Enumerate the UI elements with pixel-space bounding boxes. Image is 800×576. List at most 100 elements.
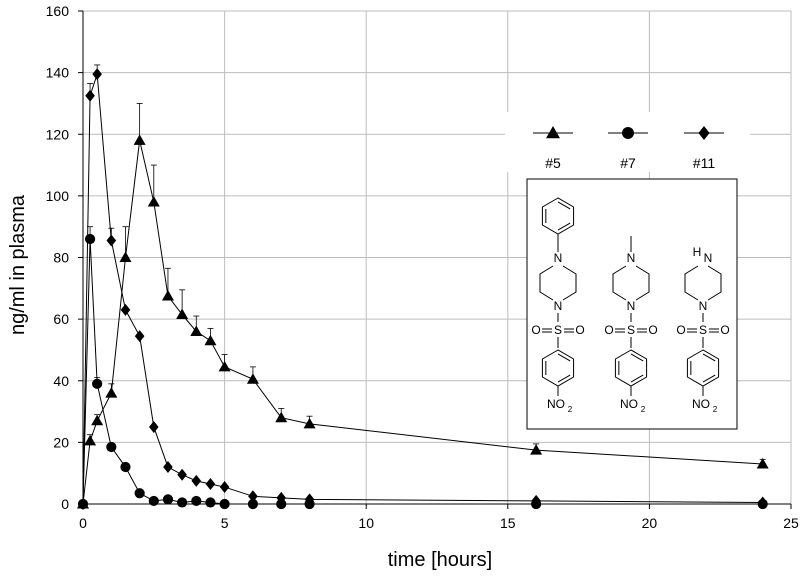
data-point bbox=[92, 68, 102, 81]
nitrogen-label: N bbox=[627, 299, 636, 313]
data-point bbox=[105, 387, 118, 398]
nitro-label: NO bbox=[547, 397, 565, 411]
y-tick-label: 80 bbox=[53, 250, 69, 266]
data-point bbox=[205, 477, 216, 490]
data-point bbox=[106, 441, 117, 453]
data-point bbox=[84, 233, 96, 245]
y-axis-title: ng/ml in plasma bbox=[7, 194, 29, 335]
nitro-subscript: 2 bbox=[713, 405, 718, 414]
data-point bbox=[84, 434, 97, 446]
data-point bbox=[85, 89, 95, 102]
data-point bbox=[106, 234, 117, 247]
piperazine-ring bbox=[707, 265, 722, 301]
x-tick-label: 15 bbox=[500, 515, 516, 531]
nitro-subscript: 2 bbox=[641, 405, 646, 414]
data-point bbox=[191, 474, 202, 487]
series-layer bbox=[77, 64, 769, 510]
data-point bbox=[275, 411, 288, 423]
nitrogen-label: N bbox=[554, 251, 563, 265]
tick-labels: 0 20 40 60 80 100 120 140 160 0 5 10 15 20 25 bbox=[46, 3, 799, 531]
nitrophenyl-ring-double-bond bbox=[630, 374, 644, 383]
data-point bbox=[756, 457, 769, 469]
piperazine-ring bbox=[562, 265, 577, 301]
data-point bbox=[247, 498, 259, 510]
data-point bbox=[161, 290, 174, 301]
sulfur-label: S bbox=[554, 323, 562, 337]
nitrophenyl-ring-double-bond bbox=[557, 374, 571, 383]
nitro-label: NO bbox=[620, 397, 638, 411]
series-diamond bbox=[78, 64, 768, 510]
oxygen-label: O bbox=[648, 323, 657, 337]
x-tick-label: 25 bbox=[783, 515, 799, 531]
y-tick-label: 20 bbox=[53, 434, 69, 450]
data-point bbox=[177, 497, 188, 508]
data-point bbox=[304, 493, 315, 506]
oxygen-label: O bbox=[604, 323, 613, 337]
y-tick-label: 60 bbox=[53, 311, 69, 327]
nitrogen-label: N bbox=[554, 299, 563, 313]
data-point bbox=[218, 360, 231, 372]
y-tick-label: 120 bbox=[46, 126, 70, 142]
data-point bbox=[276, 498, 287, 510]
data-point bbox=[147, 196, 160, 207]
data-point bbox=[148, 495, 159, 507]
data-point bbox=[134, 330, 145, 343]
data-point bbox=[120, 303, 131, 316]
legend-marker bbox=[698, 126, 710, 140]
data-point bbox=[219, 481, 230, 494]
piperazine-ring bbox=[539, 265, 554, 301]
data-point bbox=[162, 494, 174, 505]
data-point bbox=[219, 498, 230, 510]
data-point bbox=[119, 251, 132, 262]
nitro-subscript: 2 bbox=[568, 405, 573, 414]
data-point bbox=[190, 325, 203, 336]
sulfur-label: S bbox=[627, 323, 635, 337]
nitrogen-label: N bbox=[699, 299, 708, 313]
legend-background bbox=[505, 112, 750, 172]
data-point bbox=[276, 491, 287, 504]
data-point bbox=[134, 488, 145, 499]
data-point bbox=[204, 334, 217, 346]
y-tick-label: 160 bbox=[46, 3, 70, 19]
data-point bbox=[133, 134, 146, 145]
legend-marker bbox=[622, 127, 634, 139]
data-point bbox=[149, 420, 159, 433]
data-point bbox=[177, 468, 187, 481]
oxygen-label: O bbox=[720, 323, 729, 337]
data-point bbox=[92, 378, 103, 389]
phenyl-ring-double-bond bbox=[557, 222, 571, 231]
data-point bbox=[163, 461, 173, 474]
piperazine-ring bbox=[612, 265, 627, 301]
nitrophenyl-ring-double-bond bbox=[702, 353, 716, 362]
legend-label: #7 bbox=[620, 155, 636, 171]
x-tick-label: 0 bbox=[79, 515, 87, 531]
data-point bbox=[248, 490, 258, 503]
hydrogen-label: H bbox=[693, 245, 702, 259]
legend: #5 #7 #11 bbox=[505, 112, 750, 172]
data-point bbox=[120, 461, 131, 473]
data-point bbox=[530, 444, 543, 455]
data-point bbox=[246, 373, 259, 384]
legend-marker bbox=[546, 126, 560, 139]
data-point bbox=[191, 495, 202, 507]
x-axis-title: time [hours] bbox=[388, 549, 492, 571]
nitrophenyl-ring-double-bond bbox=[557, 353, 571, 362]
nitrogen-label: N bbox=[627, 251, 636, 265]
legend-label: #11 bbox=[693, 155, 716, 171]
y-tick-label: 40 bbox=[53, 373, 69, 389]
data-point bbox=[91, 414, 104, 426]
data-point bbox=[78, 498, 88, 510]
piperazine-ring bbox=[684, 265, 699, 301]
x-tick-label: 20 bbox=[642, 515, 658, 531]
y-tick-label: 140 bbox=[46, 65, 70, 81]
nitrophenyl-ring-double-bond bbox=[702, 374, 716, 383]
series-triangle bbox=[77, 103, 769, 509]
data-point bbox=[176, 308, 189, 320]
x-tick-label: 5 bbox=[221, 515, 229, 531]
data-point bbox=[757, 496, 768, 509]
